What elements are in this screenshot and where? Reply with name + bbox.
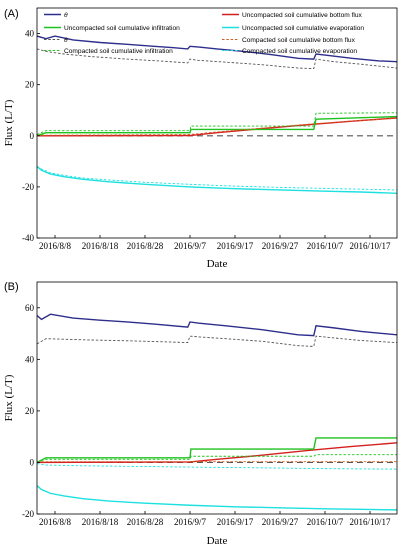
y-tick-label: 0 xyxy=(30,457,35,467)
panel-label: (A) xyxy=(4,8,19,20)
panel-a: (A) -40 -20 0 20 40 2016/8/8 2016/8/18 2016/8/28… xyxy=(3,7,398,270)
legend-label: Compacted soil cumulative evaporation xyxy=(242,48,357,55)
y-tick-label: -20 xyxy=(22,182,34,192)
panel-b: (B) -20 0 20 40 60 2016/8/8 2016/8/18 2016/8/28 2… xyxy=(3,281,398,547)
x-tick-label: 2016/9/27 xyxy=(262,241,299,251)
series-line-0 xyxy=(37,35,397,63)
legend-label: θ xyxy=(64,37,68,44)
y-tick-label: 60 xyxy=(25,303,35,313)
y-tick-label: 40 xyxy=(25,29,35,39)
series-group xyxy=(37,35,397,194)
series-line-3 xyxy=(37,485,397,511)
x-tick-label: 2016/9/17 xyxy=(217,517,254,527)
x-axis-title: Date xyxy=(207,258,228,270)
x-tick-label: 2016/8/18 xyxy=(82,241,119,251)
y-tick-label: 20 xyxy=(25,80,35,90)
x-tick-label: 2016/10/7 xyxy=(307,517,344,527)
series-line-5 xyxy=(37,117,397,136)
panel-label: (B) xyxy=(4,281,19,293)
legend-label: Uncompacted soil cumulative evaporation xyxy=(242,25,364,32)
x-tick-label: 2016/8/18 xyxy=(82,517,119,527)
series-line-0 xyxy=(37,313,397,337)
x-tick-label: 2016/8/8 xyxy=(39,241,72,251)
x-tick-label: 2016/8/28 xyxy=(127,241,164,251)
series-line-7 xyxy=(37,463,397,470)
series-line-3 xyxy=(37,165,397,194)
series-group xyxy=(37,313,397,511)
series-line-4 xyxy=(37,335,397,347)
legend-label: Uncompacted soil cumulative infiltration xyxy=(64,25,180,32)
series-line-4 xyxy=(37,48,397,70)
x-tick-label: 2016/10/17 xyxy=(349,517,391,527)
legend: θ Uncompacted soil cumulative bottom flux… xyxy=(44,12,364,55)
legend-label: θ xyxy=(64,12,68,19)
y-tick-label: 40 xyxy=(25,354,35,364)
y-axis-title: Flux (L/T) xyxy=(3,374,15,421)
legend-label: Compacted soil cumulative bottom flux xyxy=(242,37,356,44)
x-tick-label: 2016/9/7 xyxy=(174,517,207,527)
y-tick-label: 20 xyxy=(25,406,35,416)
y-axis-title: Flux (L/T) xyxy=(3,99,15,146)
x-tick-label: 2016/8/8 xyxy=(39,517,72,527)
plot-frame xyxy=(36,7,398,239)
x-tick-label: 2016/9/17 xyxy=(217,241,254,251)
series-line-6 xyxy=(37,454,397,463)
x-tick-label: 2016/9/7 xyxy=(174,241,207,251)
series-line-2 xyxy=(37,115,397,137)
legend-label: Compacted soil cumulative infiltration xyxy=(64,48,173,55)
x-tick-label: 2016/9/27 xyxy=(262,517,299,527)
plot-frame xyxy=(36,281,398,515)
x-tick-label: 2016/10/17 xyxy=(349,241,391,251)
x-axis-title: Date xyxy=(207,535,228,547)
legend-label: Uncompacted soil cumulative bottom flux xyxy=(242,12,363,19)
series-line-7 xyxy=(37,166,397,191)
x-tick-label: 2016/10/7 xyxy=(307,241,344,251)
series-line-2 xyxy=(37,437,397,464)
x-tick-label: 2016/8/28 xyxy=(127,517,164,527)
y-tick-label: 0 xyxy=(30,131,35,141)
y-tick-label: -40 xyxy=(22,233,34,243)
y-tick-label: -20 xyxy=(22,509,34,519)
series-line-6 xyxy=(37,112,397,135)
